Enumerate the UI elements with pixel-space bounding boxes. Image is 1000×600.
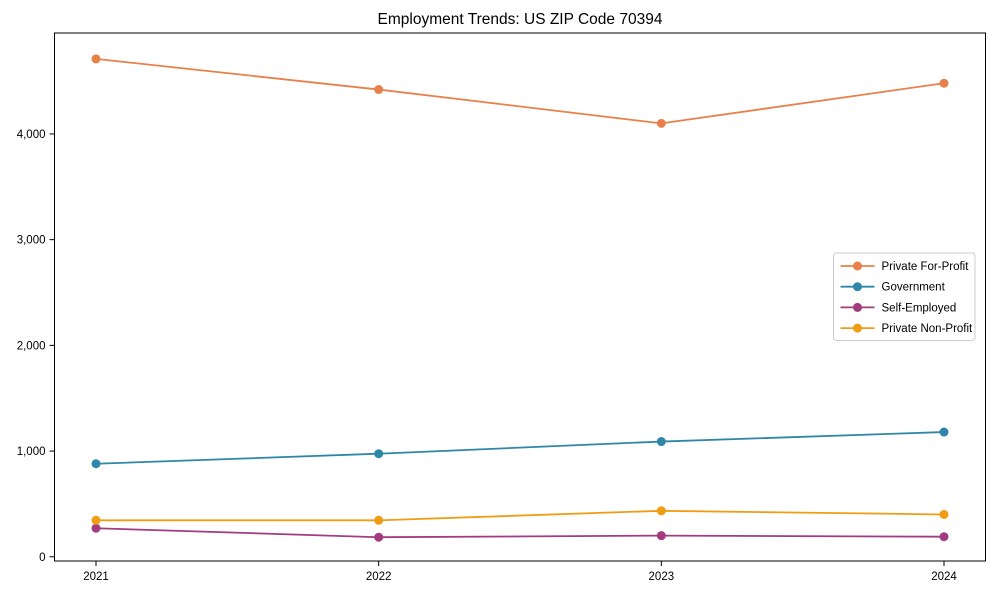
data-point-marker (91, 515, 101, 525)
y-tick-label: 3,000 (17, 235, 46, 247)
chart-title: Employment Trends: US ZIP Code 70394 (377, 11, 663, 28)
data-point-marker (91, 54, 101, 64)
data-point-marker (374, 515, 384, 525)
legend-swatch-dot (853, 302, 862, 312)
data-point-marker (939, 78, 949, 88)
series-line (96, 509, 945, 522)
y-tick-label: 0 (39, 552, 45, 564)
data-point-marker (656, 531, 666, 541)
legend-swatch-dot (853, 323, 862, 333)
legend-box (833, 252, 976, 341)
legend-label: Private Non-Profit (882, 323, 974, 335)
plot-border (54, 32, 986, 562)
series-line (95, 431, 945, 465)
legend-label: Government (882, 282, 946, 294)
y-tick-label: 2,000 (17, 340, 46, 352)
data-point-marker (939, 532, 949, 542)
series-line (95, 58, 945, 125)
legend-label: Private For-Profit (882, 261, 970, 273)
data-point-marker (374, 449, 384, 459)
x-tick-label: 2023 (649, 571, 675, 583)
legend-label: Self-Employed (882, 302, 957, 314)
legend-swatch-dot (853, 261, 862, 271)
y-tick-label: 1,000 (17, 446, 46, 458)
x-tick-label: 2021 (83, 571, 109, 583)
data-point-marker (939, 509, 949, 519)
x-tick-label: 2022 (366, 571, 392, 583)
data-point-marker (656, 118, 666, 128)
data-point-marker (939, 427, 949, 437)
data-point-marker (91, 459, 101, 469)
legend-swatch-dot (853, 282, 862, 292)
data-point-marker (374, 85, 384, 95)
series-line (95, 527, 945, 539)
data-point-marker (656, 506, 666, 516)
data-point-marker (91, 523, 101, 533)
x-tick-label: 2024 (931, 571, 957, 583)
data-point-marker (656, 437, 666, 447)
data-point-marker (374, 532, 384, 542)
y-tick-label: 4,000 (17, 129, 46, 141)
